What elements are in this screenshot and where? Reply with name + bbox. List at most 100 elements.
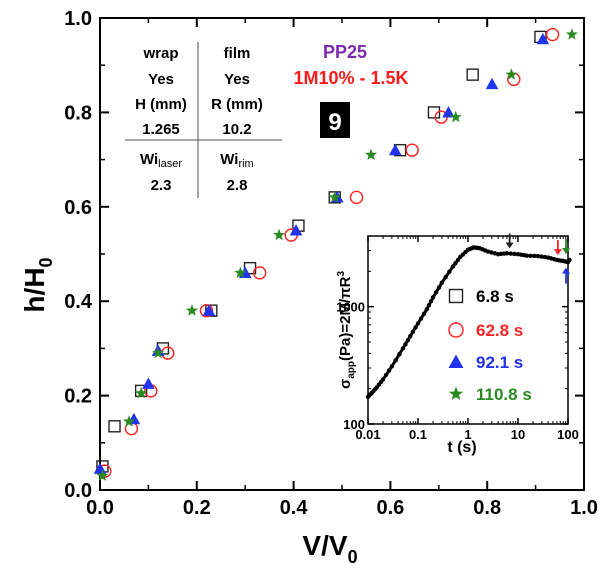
inset-arrows — [505, 233, 570, 284]
data-point-square — [134, 384, 148, 398]
inset-data-dot — [415, 321, 421, 326]
info-wrap-value: Yes — [148, 71, 174, 88]
inset-data-dot — [428, 298, 434, 304]
inset-data-dot — [408, 334, 413, 339]
inset-data-dot — [436, 285, 442, 290]
y-tick-label: 0.0 — [64, 480, 92, 502]
inset-data-dot — [386, 368, 392, 373]
inset-data-dot — [512, 251, 517, 257]
main-tick-labels: 0.0 0.2 0.4 0.6 0.8 1.0 0.0 0.2 0.4 0.6 0.8 1.0 — [64, 8, 598, 519]
data-point-star — [505, 68, 518, 80]
inset-data-dot — [439, 280, 445, 285]
info-wi-laser-label: Wilaser — [140, 151, 182, 170]
inset-data-dot — [426, 303, 432, 308]
data-point-triangle — [388, 143, 402, 156]
x-tick-label: 0.8 — [473, 497, 501, 519]
inset-legend: 6.8 s 62.8 s 92.1 s 110.8 s — [448, 287, 532, 404]
figure-number-text: 9 — [328, 109, 341, 136]
x-tick-label: 0.6 — [376, 497, 404, 519]
data-point-triangle — [142, 377, 155, 389]
inset-data-dot — [567, 257, 572, 263]
inset-data-dot — [535, 253, 541, 259]
inset-data-dot — [430, 295, 436, 300]
inset-data-dot — [421, 311, 427, 316]
data-point-star — [96, 469, 109, 481]
inset-legend-label: 62.8 s — [476, 321, 523, 340]
inset-data-dot — [508, 251, 513, 256]
inset-data-dot — [389, 364, 395, 369]
x-tick-label: 0.4 — [280, 497, 309, 519]
inset-data-dot — [410, 329, 416, 335]
y-tick-label: 0.4 — [64, 291, 93, 313]
inset-y-tick-label: 100 — [343, 417, 365, 432]
inset-data-dot — [383, 372, 389, 378]
inset-data-dot — [413, 325, 418, 330]
inset-data-dot — [433, 290, 439, 295]
inset-data-dot — [489, 250, 494, 255]
inset-legend-label: 6.8 s — [476, 287, 514, 306]
data-point-circle — [253, 266, 267, 280]
data-point-circle — [405, 143, 419, 157]
inset-arrow — [562, 267, 570, 284]
inset-x-tick-label: 1 — [464, 427, 471, 442]
inset-arrow — [505, 233, 514, 249]
y-tick-label: 0.2 — [64, 386, 92, 408]
inset-x-tick-label: 0.1 — [409, 427, 427, 442]
inset-data-dot — [532, 253, 537, 259]
info-wi-laser-value: 2.3 — [151, 177, 172, 194]
inset-data-dot — [424, 307, 430, 312]
inset-data-dot — [539, 254, 544, 259]
data-point-square — [466, 68, 479, 81]
inset-data-dot — [542, 254, 548, 260]
info-r-label: R (mm) — [211, 96, 263, 113]
inset-arrow — [562, 238, 570, 254]
data-point-star — [185, 304, 198, 316]
inset-data-dot — [397, 352, 402, 357]
inset-data-dot — [453, 261, 458, 266]
inset-x-tick-label: 10 — [511, 427, 525, 442]
inset-y-tick-label: 1000 — [336, 300, 365, 315]
info-film-header: film — [224, 45, 251, 62]
inset-data-dot — [443, 274, 448, 280]
y-tick-label: 0.8 — [64, 102, 92, 124]
inset-data-dot — [403, 342, 408, 347]
x-tick-label: 1.0 — [570, 497, 598, 519]
inset-y-axis-label: σapp(Pa)=2M/πR3 — [336, 271, 357, 389]
data-point-circle — [545, 27, 560, 42]
y-axis-label: h/H0 — [19, 257, 56, 312]
inset-data-dot — [447, 269, 452, 274]
info-table: wrap film Yes Yes H (mm) R (mm) 1.265 10… — [125, 42, 282, 198]
data-point-square — [108, 420, 121, 433]
inset-x-axis-label: t (s) — [447, 439, 476, 456]
info-wrap-header: wrap — [142, 45, 178, 62]
inset-data-dot — [450, 264, 456, 269]
data-point-star — [135, 386, 148, 399]
inset-data-dot — [418, 316, 424, 321]
inset-legend-label: 92.1 s — [476, 353, 523, 372]
data-point-star — [152, 346, 165, 359]
x-tick-label: 0.2 — [183, 497, 211, 519]
condition-label: 1M10% - 1.5K — [293, 68, 408, 88]
inset-background — [364, 233, 572, 426]
info-h-value: 1.265 — [142, 121, 180, 138]
y-tick-label: 1.0 — [64, 8, 92, 30]
inset-legend-label: 110.8 s — [476, 385, 532, 404]
inset-data-dot — [528, 253, 533, 258]
inset-data-dot — [400, 346, 406, 351]
y-tick-label: 0.6 — [64, 197, 92, 219]
inset-curve — [365, 245, 572, 400]
sample-label: PP25 — [323, 42, 367, 62]
data-point-triangle — [289, 224, 303, 236]
inset-data-dot — [393, 358, 398, 363]
data-point-triangle — [448, 354, 464, 368]
inset-data-dot — [524, 253, 530, 258]
data-point-star — [565, 28, 578, 40]
data-point-circle — [349, 190, 364, 205]
x-tick-label: 0.0 — [86, 497, 114, 519]
data-point-triangle — [485, 77, 499, 90]
data-point-star — [448, 386, 464, 400]
data-point-circle — [448, 322, 464, 338]
inset-x-tick-label: 100 — [557, 427, 579, 442]
info-film-value: Yes — [224, 71, 250, 88]
